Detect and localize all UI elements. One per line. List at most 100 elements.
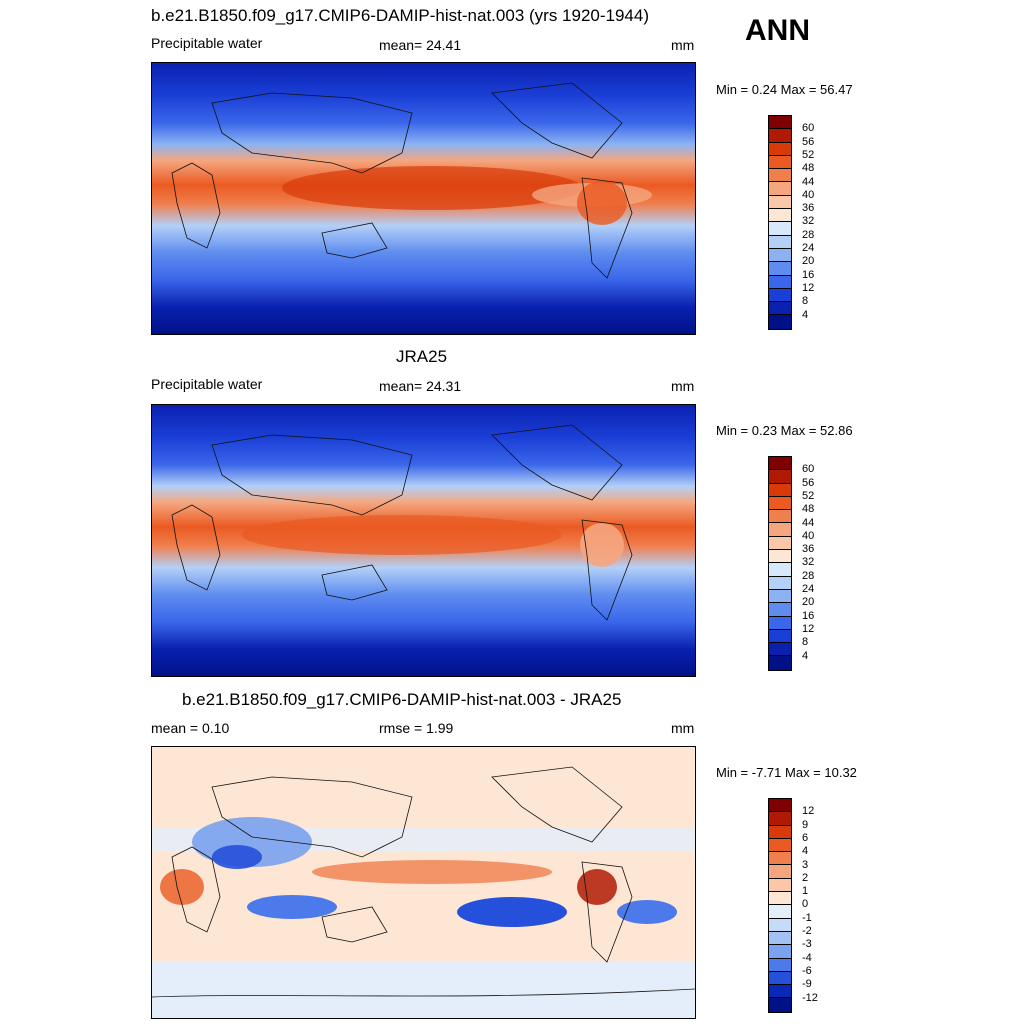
colorbar-tick-label: 40 [802,188,815,201]
colorbar-tick-label: -9 [802,978,812,991]
panel1-colorbar [768,115,792,330]
panel2-minmax: Min = 0.23 Max = 52.86 [716,423,853,438]
panel3-difference-map [151,746,696,1019]
colorbar-tick-label: 3 [802,858,809,871]
colorbar-swatch [769,998,791,1012]
colorbar-swatch [769,248,791,263]
colorbar-swatch [769,799,791,813]
season-label: ANN [745,14,810,47]
colorbar-swatch [769,616,791,630]
colorbar-swatch [769,483,791,497]
colorbar-tick-label: 2 [802,871,809,884]
colorbar-swatch [769,302,791,316]
colorbar-swatch [769,262,791,276]
colorbar-tick-label: 32 [802,556,815,569]
colorbar-tick-label: 16 [802,268,815,281]
panel2-variable-label: Precipitable water [151,376,263,392]
colorbar-tick-label: -3 [802,938,812,951]
panel3-title: b.e21.B1850.f09_g17.CMIP6-DAMIP-hist-nat… [182,690,622,709]
colorbar-swatch [769,958,791,972]
colorbar-swatch [769,510,791,524]
colorbar-swatch [769,235,791,249]
colorbar-swatch [769,931,791,946]
colorbar-swatch [769,496,791,511]
colorbar-tick-label: 4 [802,308,809,321]
colorbar-swatch [769,142,791,156]
panel2-units-label: mm [671,378,695,394]
colorbar-tick-label: 12 [802,281,815,294]
colorbar-tick-label: 4 [802,649,809,662]
colorbar-tick-label: 44 [802,516,815,529]
colorbar-tick-label: 4 [802,845,809,858]
colorbar-tick-label: 16 [802,609,815,622]
colorbar-swatch [769,209,791,223]
colorbar-tick-label: 56 [802,135,815,148]
colorbar-swatch [769,878,791,893]
colorbar-tick-label: 36 [802,202,815,215]
colorbar-swatch [769,905,791,919]
colorbar-tick-label: -1 [802,911,812,924]
colorbar-tick-label: -2 [802,925,812,937]
colorbar-tick-label: 12 [802,805,815,818]
colorbar-swatch [769,852,791,866]
panel3-units-label: mm [671,720,695,736]
colorbar-tick-label: 28 [802,228,815,241]
colorbar-tick-label: 44 [802,175,815,188]
colorbar-swatch [769,155,791,170]
colorbar-tick-label: 52 [802,148,815,161]
colorbar-swatch [769,812,791,826]
panel3-colorbar [768,798,792,1013]
colorbar-tick-label: -12 [802,991,818,1004]
colorbar-swatch [769,182,791,196]
colorbar-tick-label: 48 [802,162,815,175]
colorbar-swatch [769,222,791,236]
colorbar-swatch [769,865,791,879]
panel2-obs-map [151,404,696,677]
colorbar-tick-label: 60 [802,463,815,476]
colorbar-tick-label: 48 [802,503,815,516]
colorbar-swatch [769,589,791,604]
colorbar-swatch [769,129,791,143]
colorbar-swatch [769,892,791,906]
panel2-colorbar [768,456,792,671]
colorbar-tick-label: 32 [802,215,815,228]
colorbar-tick-label: 8 [802,295,809,308]
colorbar-swatch [769,169,791,183]
colorbar-swatch [769,457,791,471]
panel1-mean-label: mean= 24.41 [379,37,462,53]
colorbar-tick-label: -6 [802,964,812,977]
panel1-units-label: mm [671,37,695,53]
colorbar-tick-label: 60 [802,122,815,135]
colorbar-swatch [769,825,791,839]
colorbar-swatch [769,838,791,853]
colorbar-tick-label: 24 [802,583,815,595]
colorbar-swatch [769,536,791,551]
panel2-mean-label: mean= 24.31 [379,378,462,394]
colorbar-tick-label: 20 [802,255,815,268]
colorbar-swatch [769,971,791,986]
colorbar-tick-label: 56 [802,476,815,489]
panel2-title: JRA25 [396,347,448,366]
colorbar-tick-label: 9 [802,818,809,831]
colorbar-swatch [769,470,791,484]
panel1-minmax: Min = 0.24 Max = 56.47 [716,82,853,97]
colorbar-tick-label: 1 [802,885,809,898]
colorbar-tick-label: -4 [802,951,812,964]
colorbar-tick-label: 52 [802,489,815,502]
colorbar-swatch [769,288,791,303]
colorbar-tick-label: 12 [802,622,815,635]
colorbar-swatch [769,315,791,329]
colorbar-swatch [769,116,791,130]
colorbar-tick-label: 36 [802,543,815,556]
colorbar-swatch [769,629,791,644]
panel3-rmse-label: rmse = 1.99 [379,720,454,736]
panel3-mean-label: mean = 0.10 [151,720,230,736]
colorbar-swatch [769,523,791,537]
panel3-minmax: Min = -7.71 Max = 10.32 [716,765,857,780]
colorbar-tick-label: 20 [802,596,815,609]
colorbar-swatch [769,275,791,289]
colorbar-swatch [769,603,791,617]
colorbar-swatch [769,985,791,999]
colorbar-swatch [769,576,791,590]
colorbar-swatch [769,643,791,657]
